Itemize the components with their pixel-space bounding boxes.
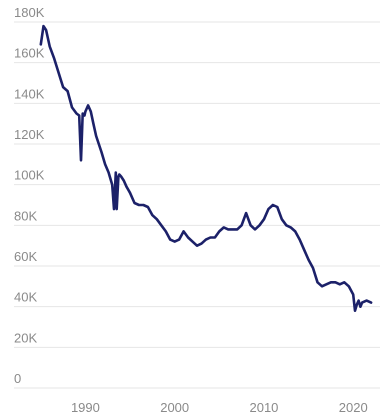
y-tick-label: 20K	[14, 330, 37, 345]
x-tick-label: 2010	[249, 400, 278, 415]
y-tick-label: 160K	[14, 46, 45, 61]
series-line-0	[39, 24, 373, 313]
y-tick-label: 120K	[14, 127, 45, 142]
series-layer	[39, 24, 373, 313]
y-tick-label: 40K	[14, 290, 37, 305]
x-axis-tick-labels: 1990 2000 2010 2020	[71, 400, 368, 415]
grid-lines	[14, 21, 380, 389]
y-tick-label: 60K	[14, 249, 37, 264]
x-tick-label: 2020	[339, 400, 368, 415]
y-tick-label: 180K	[14, 5, 45, 20]
y-tick-label: 140K	[14, 86, 45, 101]
y-tick-label: 80K	[14, 208, 37, 223]
y-tick-label: 100K	[14, 168, 45, 183]
y-tick-label: 0	[14, 371, 21, 386]
x-tick-label: 1990	[71, 400, 100, 415]
y-axis-tick-labels: 0 20K 40K 60K 80K 100K 120K 140K 160K 180K	[14, 5, 45, 386]
x-tick-label: 2000	[160, 400, 189, 415]
